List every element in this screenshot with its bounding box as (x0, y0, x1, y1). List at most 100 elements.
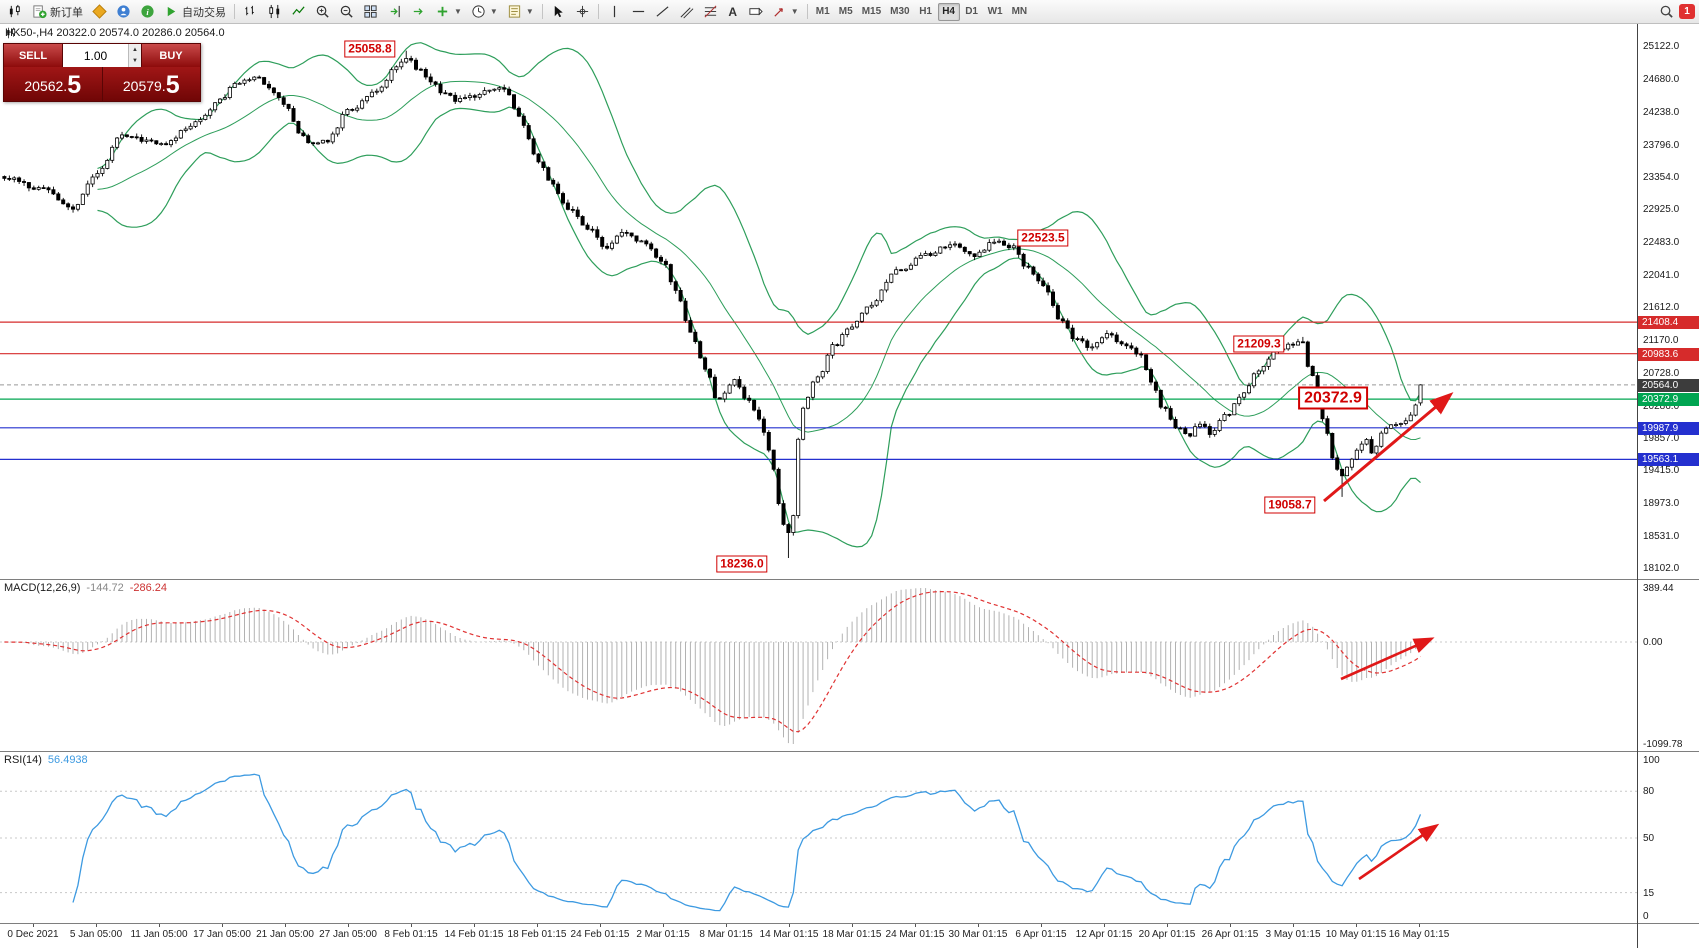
time-axis-label: 11 Jan 05:00 (130, 929, 188, 940)
new-order-label: 新订单 (50, 6, 83, 19)
channel-tool-icon[interactable] (675, 2, 698, 22)
time-tick (600, 924, 601, 927)
line-chart-type-icon[interactable] (287, 2, 310, 22)
price-annotation-21209.3[interactable]: 21209.3 (1233, 335, 1285, 353)
indicators-button[interactable]: ▼ (431, 2, 466, 22)
zoom-out-icon[interactable] (335, 2, 358, 22)
toolbar-separator (806, 4, 808, 19)
time-tick (726, 924, 727, 927)
crosshair-tool-icon[interactable] (571, 2, 594, 22)
trend-arrow-rsi[interactable] (1358, 823, 1440, 881)
candlestick-series (2, 50, 1423, 558)
timeframe-W1[interactable]: W1 (987, 6, 1003, 17)
new-order-button[interactable]: 新订单 (28, 2, 87, 22)
price-axis-label: 24238.0 (1643, 107, 1680, 118)
trendline-tool-icon[interactable] (651, 2, 674, 22)
time-tick (1419, 924, 1420, 927)
trend-arrow-main[interactable] (1323, 392, 1454, 503)
price-annotation-25058.8[interactable]: 25058.8 (344, 40, 396, 58)
horizontal-line-tool-icon[interactable] (627, 2, 650, 22)
price-annotation-19058.7[interactable]: 19058.7 (1264, 496, 1316, 514)
search-icon[interactable] (1655, 2, 1678, 22)
price-axis-label: 18531.0 (1643, 531, 1680, 542)
auto-trading-label: 自动交易 (182, 6, 226, 19)
periods-button[interactable]: ▼ (467, 2, 502, 22)
zoom-in-icon[interactable] (311, 2, 334, 22)
rsi-label: RSI(14) 56.4938 (4, 754, 88, 766)
chart-window-icon[interactable] (4, 2, 27, 22)
shapes-tool-button[interactable]: ▼ (768, 2, 803, 22)
price-axis-label: 20728.0 (1643, 368, 1680, 379)
macd-axis[interactable]: 389.44 0.00 -1099.78 (1638, 580, 1699, 752)
time-tick (285, 924, 286, 927)
buy-price[interactable]: 20579. 5 (103, 67, 201, 101)
timeframe-M30[interactable]: M30 (890, 6, 910, 17)
auto-trading-icon (167, 6, 176, 17)
time-axis-label: 24 Mar 01:15 (885, 929, 945, 940)
time-axis-label: 2 Mar 01:15 (636, 929, 690, 940)
price-annotation-20372.9[interactable]: 20372.9 (1298, 386, 1368, 410)
time-tick (159, 924, 160, 927)
macd-panel[interactable]: MACD(12,26,9) -144.72 -286.24 (0, 580, 1637, 752)
main-chart-panel[interactable]: HK50-,H4 20322.0 20574.0 20286.0 20564.0… (0, 24, 1637, 580)
time-tick (1104, 924, 1105, 927)
time-axis-label: 16 May 01:15 (1388, 929, 1450, 940)
one-click-trading-panel: SELL ▲ ▼ BUY 20562.5 (3, 43, 201, 102)
timeframe-M5[interactable]: M5 (838, 6, 853, 17)
chevron-down-icon: ▼ (790, 7, 799, 16)
sell-button[interactable]: SELL (4, 44, 62, 67)
macd-histogram (8, 588, 1421, 744)
symbol-ohlc-text: HK50-,H4 20322.0 20574.0 20286.0 20564.0 (5, 27, 225, 39)
tile-windows-icon[interactable] (359, 2, 382, 22)
text-tool-icon[interactable]: A (728, 4, 738, 19)
time-axis-label: 30 Mar 01:15 (948, 929, 1008, 940)
label-tool-icon[interactable] (744, 2, 767, 22)
rsi-axis-label: 80 (1643, 786, 1655, 797)
time-tick (789, 924, 790, 927)
sell-price[interactable]: 20562. 5 (4, 67, 103, 101)
help-icon[interactable]: i (136, 2, 159, 22)
community-icon[interactable] (112, 2, 135, 22)
time-tick (474, 924, 475, 927)
bar-chart-type-icon[interactable] (239, 2, 262, 22)
vertical-line-tool-icon[interactable] (603, 2, 626, 22)
time-tick (33, 924, 34, 927)
chart-shift-icon[interactable] (383, 2, 406, 22)
fibonacci-tool-icon[interactable] (699, 2, 722, 22)
price-axis-label: 25122.0 (1643, 41, 1680, 52)
time-axis[interactable]: 0 Dec 2021 5 Jan 05:00 11 Jan 05:00 17 Jan … (0, 924, 1637, 948)
volume-input[interactable] (63, 44, 128, 67)
rsi-axis-label: 50 (1643, 833, 1655, 844)
templates-button[interactable]: ▼ (503, 2, 538, 22)
macd-value: -144.72 (86, 582, 124, 594)
volume-up-icon[interactable]: ▲ (129, 44, 141, 56)
price-axis[interactable]: 25122.0 24680.0 24238.0 23796.0 23354.0 22925… (1637, 24, 1699, 948)
symbol-chart-icon (7, 27, 16, 39)
trend-arrow-macd[interactable] (1340, 637, 1435, 681)
buy-button[interactable]: BUY (142, 44, 200, 67)
time-tick (1230, 924, 1231, 927)
metaquotes-icon[interactable] (88, 2, 111, 22)
timeframe-M15[interactable]: M15 (861, 6, 882, 17)
svg-text:i: i (146, 7, 149, 17)
candlestick-chart-type-icon[interactable] (263, 2, 286, 22)
price-annotation-18236.0[interactable]: 18236.0 (716, 555, 768, 573)
timeframe-H4[interactable]: H4 (937, 2, 960, 21)
timeframe-D1[interactable]: D1 (965, 6, 978, 17)
timeframe-M1[interactable]: M1 (815, 6, 830, 17)
price-axis-main[interactable]: 25122.0 24680.0 24238.0 23796.0 23354.0 22925… (1638, 24, 1699, 580)
main-chart-canvas[interactable] (0, 24, 1637, 580)
notification-badge[interactable]: 1 (1679, 4, 1695, 19)
rsi-value: 56.4938 (47, 754, 88, 766)
timeframe-MN[interactable]: MN (1011, 6, 1028, 17)
cursor-tool-icon[interactable] (547, 2, 570, 22)
price-annotation-22523.5[interactable]: 22523.5 (1017, 229, 1069, 247)
rsi-panel[interactable]: RSI(14) 56.4938 (0, 752, 1637, 924)
volume-down-icon[interactable]: ▼ (129, 55, 141, 67)
price-axis-label: 21612.0 (1643, 302, 1680, 313)
timeframe-H1[interactable]: H1 (919, 6, 932, 17)
auto-trading-button[interactable]: 自动交易 (160, 2, 230, 22)
auto-scroll-icon[interactable] (407, 2, 430, 22)
time-axis-label: 14 Feb 01:15 (444, 929, 504, 940)
rsi-axis[interactable]: 100 80 50 15 0 (1638, 752, 1699, 924)
